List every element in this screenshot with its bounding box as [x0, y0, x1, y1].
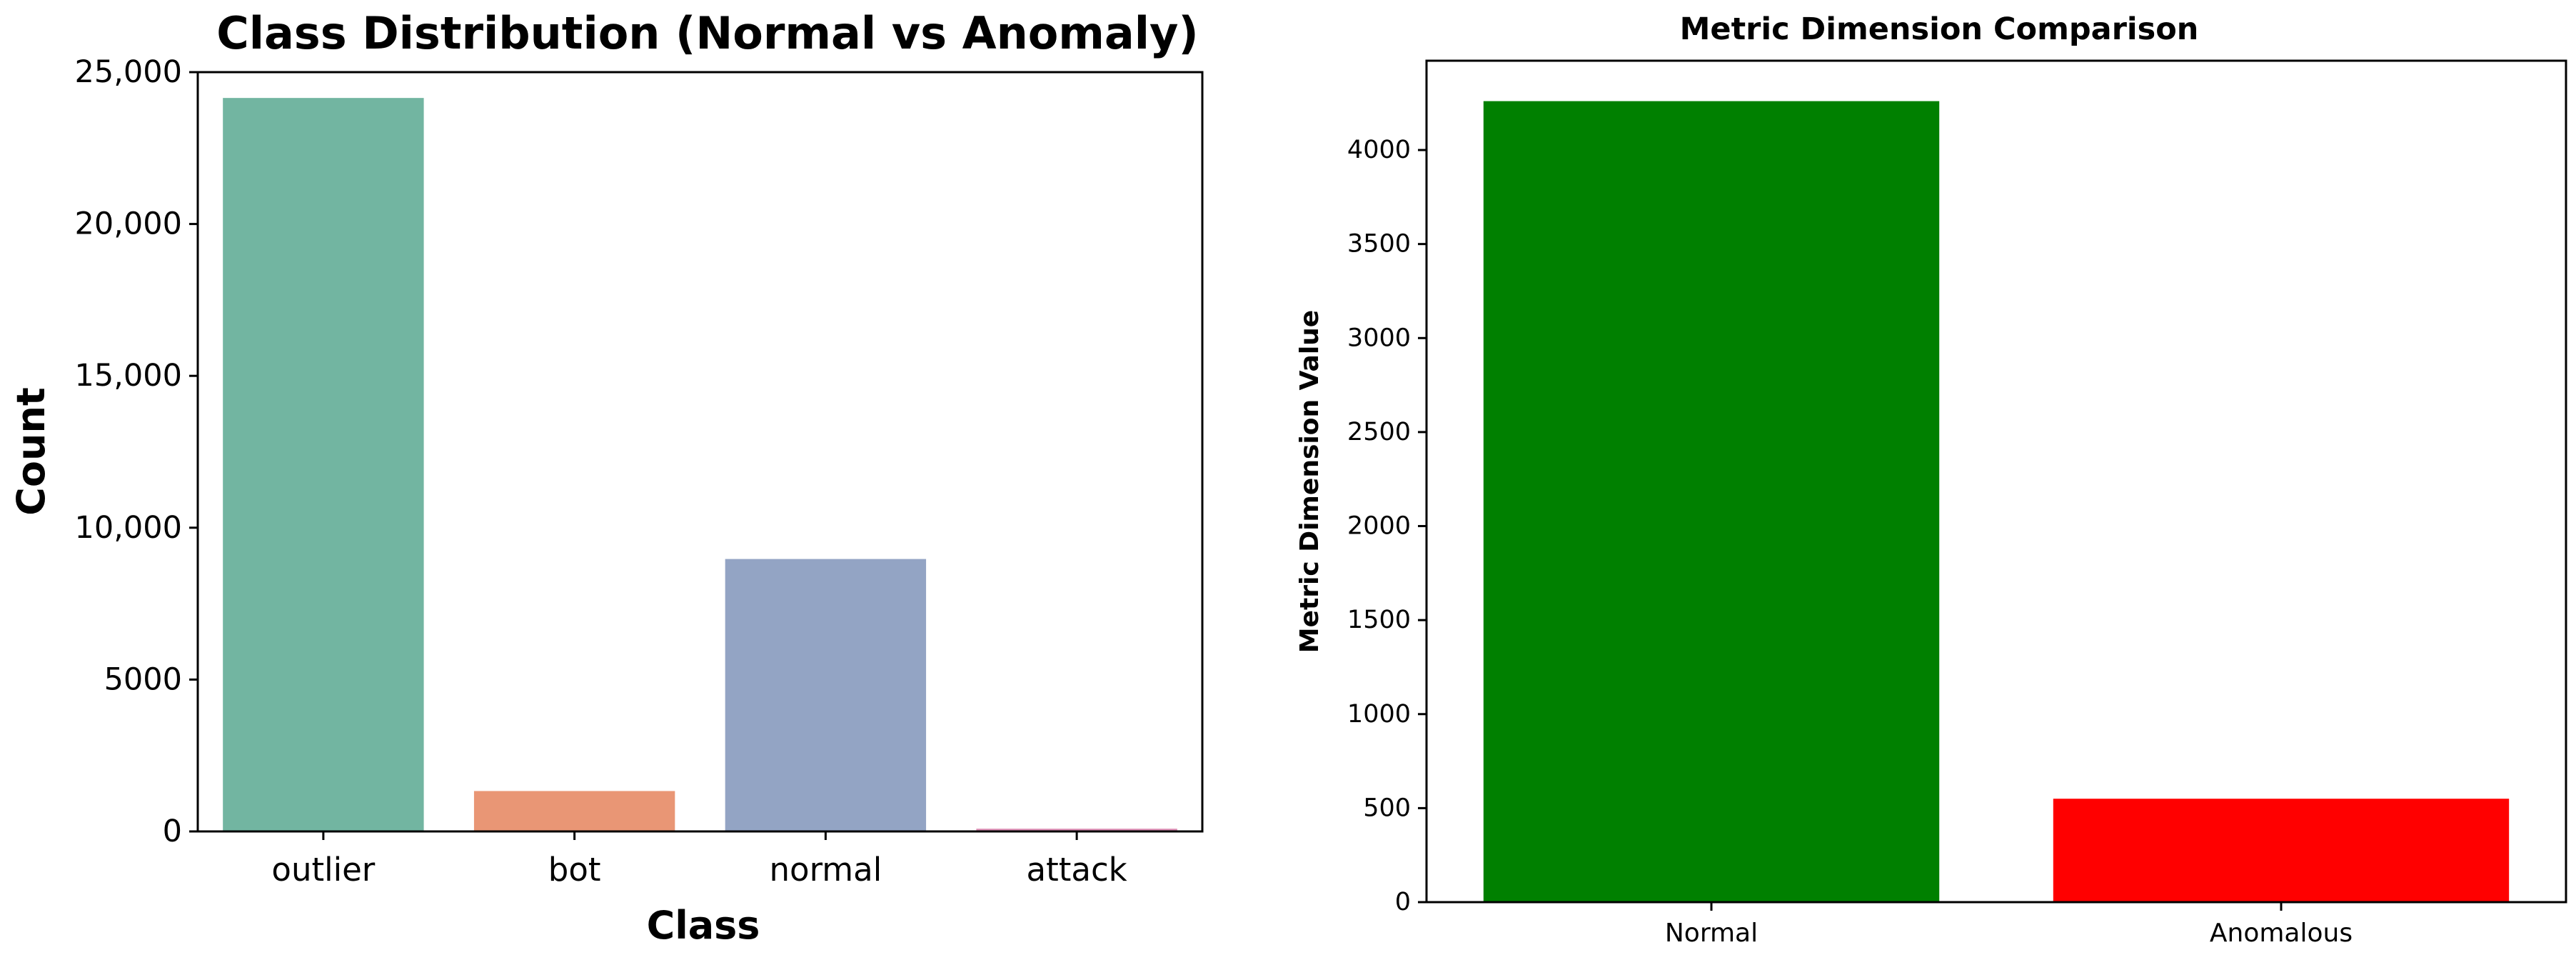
y-axis-ticks: 0 500 1000 1500 2000 2500 3000 3500 4000 — [1347, 136, 1427, 916]
x-axis-ticks: outlier bot normal attack — [271, 831, 1127, 889]
x-tick-label: bot — [548, 851, 601, 889]
y-axis-label: Metric Dimension Value — [1295, 310, 1324, 653]
x-axis-ticks: Normal Anomalous — [1665, 902, 2353, 948]
bar-bot — [473, 791, 675, 831]
y-tick-label: 500 — [1363, 794, 1411, 822]
y-tick-label: 25,000 — [75, 54, 182, 90]
bar-outlier — [223, 98, 424, 832]
x-tick-label: normal — [770, 851, 882, 889]
plot-frame — [1425, 59, 2567, 904]
x-tick-label: attack — [1027, 851, 1127, 889]
chart-title: Class Distribution (Normal vs Anomaly) — [216, 7, 1199, 59]
y-tick-label: 10,000 — [75, 510, 182, 546]
y-axis-ticks: 0 5000 10,000 15,000 20,000 25,000 — [75, 54, 198, 849]
x-tick-label: Anomalous — [2210, 919, 2353, 948]
class-distribution-chart: Class Distribution (Normal vs Anomaly) 0… — [9, 7, 1204, 948]
bars — [223, 98, 1177, 832]
bar-normal — [1483, 101, 1940, 902]
metric-dimension-chart: Metric Dimension Comparison 0 500 1000 1500… — [1295, 11, 2567, 948]
y-tick-label: 15,000 — [75, 358, 182, 394]
y-tick-label: 4000 — [1347, 136, 1411, 164]
y-tick-label: 20,000 — [75, 206, 182, 242]
x-tick-label: outlier — [271, 851, 375, 889]
y-tick-label: 2500 — [1347, 418, 1411, 446]
y-tick-label: 0 — [1395, 888, 1411, 916]
bar-anomalous — [2053, 799, 2510, 902]
y-tick-label: 3000 — [1347, 324, 1411, 352]
bar-normal — [725, 559, 927, 831]
y-tick-label: 2000 — [1347, 512, 1411, 541]
bar-attack — [976, 829, 1177, 831]
y-axis-label: Count — [9, 387, 54, 515]
x-axis-label: Class — [647, 903, 760, 948]
x-tick-label: Normal — [1665, 919, 1758, 948]
chart-title: Metric Dimension Comparison — [1680, 11, 2199, 47]
y-tick-label: 0 — [163, 814, 182, 849]
y-tick-label: 1500 — [1347, 606, 1411, 634]
y-tick-label: 3500 — [1347, 230, 1411, 259]
y-tick-label: 5000 — [104, 661, 182, 697]
y-tick-label: 1000 — [1347, 700, 1411, 729]
plot-frame — [196, 71, 1204, 833]
bars — [1483, 101, 2510, 902]
